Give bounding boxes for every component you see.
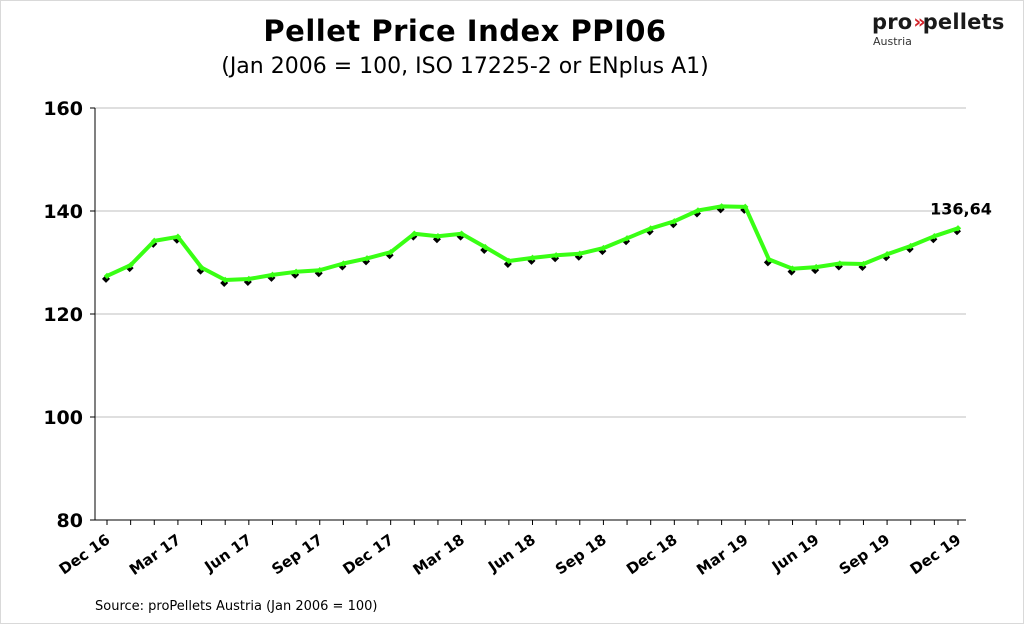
data-point — [789, 265, 796, 272]
y-tick-label: 120 — [43, 304, 83, 326]
data-point — [482, 243, 489, 251]
y-tick-label: 80 — [57, 510, 83, 532]
data-point — [718, 203, 725, 210]
x-tick-label: Dec 18 — [623, 531, 681, 579]
x-tick-label: Sep 19 — [836, 531, 894, 579]
data-point — [907, 242, 914, 250]
logo-part-pellets: pellets — [922, 10, 1005, 34]
data-point — [671, 218, 678, 225]
data-point — [363, 255, 371, 262]
data-point — [600, 244, 607, 252]
data-point — [103, 272, 111, 280]
data-point — [647, 225, 654, 232]
data-point — [245, 275, 253, 283]
data-point — [174, 233, 182, 240]
logo-subtitle: Austria — [873, 35, 912, 48]
data-point — [883, 251, 891, 258]
data-point — [340, 260, 347, 267]
data-point — [269, 271, 276, 279]
propellets-logo: pro » pellets Austria — [872, 10, 1005, 48]
data-point — [576, 250, 583, 257]
data-point — [954, 225, 962, 232]
x-tick-label: Dec 16 — [56, 531, 114, 579]
data-point — [434, 233, 442, 240]
data-point — [765, 256, 773, 263]
data-marker — [882, 253, 891, 262]
data-point — [812, 263, 820, 271]
data-point — [552, 252, 560, 259]
y-tick-label: 100 — [43, 407, 83, 429]
data-point — [694, 207, 702, 214]
data-point — [292, 268, 300, 275]
chart-subtitle: (Jan 2006 = 100, ISO 17225-2 or ENplus A… — [221, 54, 709, 79]
x-tick-label: Jun 18 — [484, 531, 539, 577]
logo-wordmark: pro » pellets — [872, 10, 1005, 34]
data-point — [411, 230, 418, 237]
data-point — [458, 230, 465, 237]
data-point — [529, 254, 536, 262]
data-point — [505, 257, 513, 265]
y-tick-label: 140 — [43, 201, 83, 223]
data-point — [860, 260, 867, 268]
data-point — [931, 233, 938, 240]
y-tick-label: 160 — [43, 98, 83, 120]
x-tick-label: Sep 18 — [552, 531, 610, 579]
data-point — [127, 261, 134, 269]
data-point — [198, 264, 205, 271]
series-line — [105, 204, 960, 282]
x-tick-label: Mar 18 — [410, 531, 468, 579]
x-tick-label: Dec 19 — [907, 531, 965, 579]
data-label: 136,64 — [930, 199, 992, 218]
data-point — [742, 203, 749, 211]
x-tick-label: Jun 17 — [201, 531, 256, 577]
x-tick-label: Sep 17 — [268, 531, 326, 579]
data-point — [151, 237, 158, 245]
x-tick-label: Dec 17 — [339, 531, 397, 579]
x-tick-label: Mar 19 — [693, 531, 751, 579]
data-point — [221, 276, 229, 284]
data-point — [387, 249, 394, 256]
data-point — [623, 235, 631, 242]
x-tick-label: Jun 19 — [768, 531, 823, 577]
logo-part-pro: pro — [872, 10, 913, 34]
data-point — [836, 260, 844, 267]
chart-title: Pellet Price Index PPI06 — [263, 14, 667, 48]
x-tick-label: Mar 17 — [126, 531, 184, 579]
data-point — [316, 267, 323, 274]
source-note: Source: proPellets Austria (Jan 2006 = 1… — [95, 599, 378, 614]
